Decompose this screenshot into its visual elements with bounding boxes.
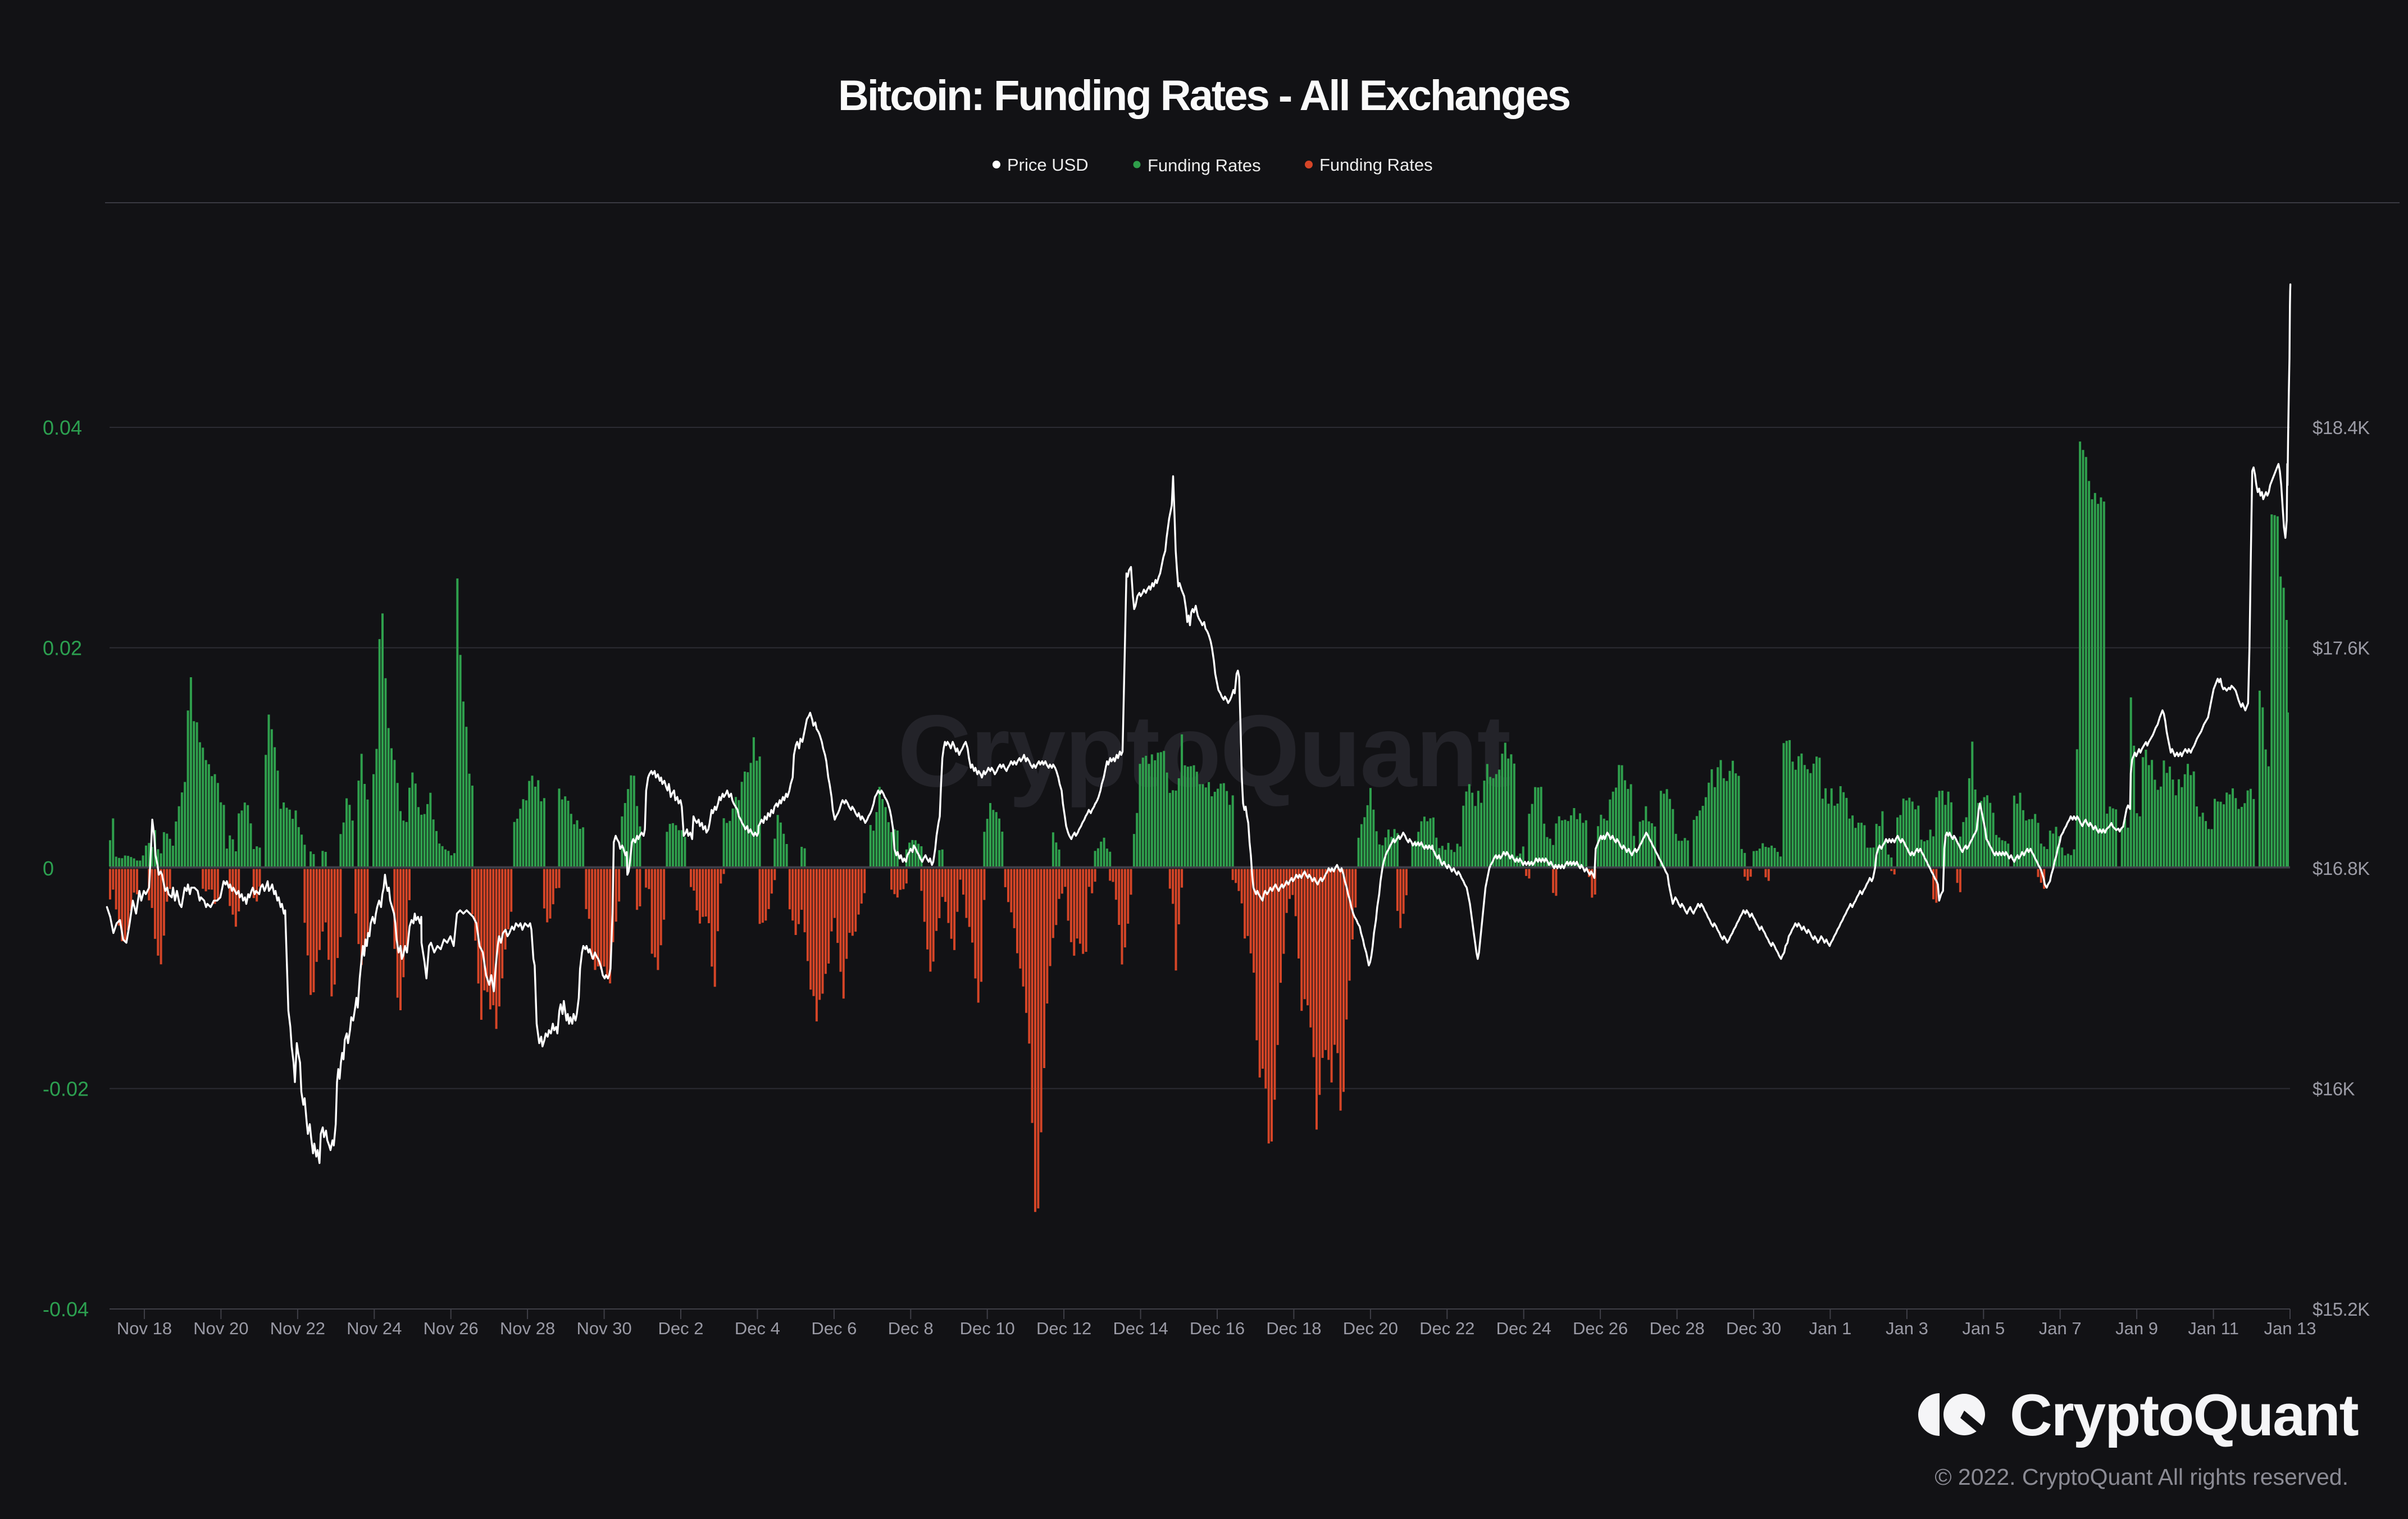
svg-text:Nov 28: Nov 28 — [500, 1319, 555, 1338]
svg-text:Jan 7: Jan 7 — [2039, 1319, 2082, 1338]
svg-text:CryptoQuant: CryptoQuant — [2010, 1383, 2359, 1448]
svg-text:0.04: 0.04 — [43, 416, 82, 439]
svg-text:Jan 11: Jan 11 — [2188, 1319, 2239, 1338]
svg-text:Dec 30: Dec 30 — [1726, 1319, 1781, 1338]
svg-text:Nov 22: Nov 22 — [270, 1319, 325, 1338]
svg-text:Jan 1: Jan 1 — [1809, 1319, 1851, 1338]
svg-text:Nov 18: Nov 18 — [117, 1319, 172, 1338]
svg-text:Dec 4: Dec 4 — [735, 1319, 780, 1338]
svg-text:Dec 12: Dec 12 — [1036, 1319, 1091, 1338]
svg-text:Bitcoin: Funding Rates - All E: Bitcoin: Funding Rates - All Exchanges — [838, 72, 1570, 120]
svg-text:Nov 20: Nov 20 — [193, 1319, 248, 1338]
svg-text:$17.6K: $17.6K — [2313, 638, 2370, 659]
svg-text:$16K: $16K — [2313, 1079, 2355, 1100]
svg-text:$16.8K: $16.8K — [2313, 858, 2370, 879]
svg-text:Dec 10: Dec 10 — [960, 1319, 1015, 1338]
svg-text:-0.02: -0.02 — [43, 1078, 89, 1101]
svg-text:Jan 3: Jan 3 — [1886, 1319, 1928, 1338]
svg-text:Jan 13: Jan 13 — [2264, 1319, 2316, 1338]
svg-text:Nov 26: Nov 26 — [424, 1319, 479, 1338]
svg-text:Dec 2: Dec 2 — [658, 1319, 704, 1338]
svg-text:Nov 24: Nov 24 — [347, 1319, 402, 1338]
svg-text:$18.4K: $18.4K — [2313, 417, 2370, 438]
svg-text:Dec 24: Dec 24 — [1496, 1319, 1551, 1338]
svg-text:Dec 16: Dec 16 — [1190, 1319, 1245, 1338]
svg-text:0: 0 — [43, 857, 54, 880]
svg-text:Dec 26: Dec 26 — [1573, 1319, 1628, 1338]
svg-text:Dec 14: Dec 14 — [1113, 1319, 1168, 1338]
svg-text:-0.04: -0.04 — [43, 1298, 89, 1321]
svg-text:Jan 5: Jan 5 — [1962, 1319, 2005, 1338]
svg-text:Dec 6: Dec 6 — [811, 1319, 857, 1338]
svg-text:Price USD: Price USD — [1007, 155, 1089, 175]
svg-text:© 2022. CryptoQuant All rights: © 2022. CryptoQuant All rights reserved. — [1934, 1464, 2348, 1490]
svg-text:Funding Rates: Funding Rates — [1148, 156, 1261, 175]
svg-text:Jan 9: Jan 9 — [2115, 1319, 2158, 1338]
svg-text:$15.2K: $15.2K — [2313, 1299, 2370, 1320]
svg-text:CryptoQuant: CryptoQuant — [898, 694, 1510, 808]
svg-text:Funding Rates: Funding Rates — [1319, 155, 1433, 175]
svg-text:Dec 28: Dec 28 — [1649, 1319, 1704, 1338]
svg-text:Dec 20: Dec 20 — [1343, 1319, 1398, 1338]
svg-text:0.02: 0.02 — [43, 637, 82, 660]
svg-text:Dec 22: Dec 22 — [1419, 1319, 1474, 1338]
svg-text:Dec 18: Dec 18 — [1266, 1319, 1321, 1338]
svg-text:Nov 30: Nov 30 — [576, 1319, 631, 1338]
svg-text:Dec 8: Dec 8 — [888, 1319, 934, 1338]
